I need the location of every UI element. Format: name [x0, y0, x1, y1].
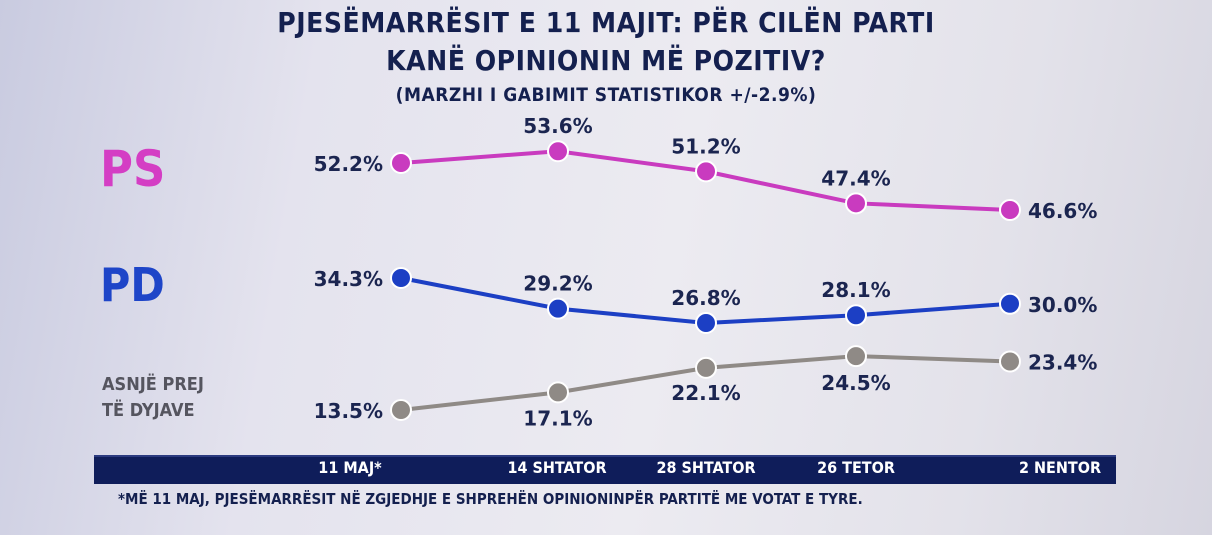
data-point [695, 356, 717, 379]
data-point [390, 152, 412, 174]
data-label: 17.1% [523, 406, 592, 430]
data-label: 28.1% [821, 278, 890, 302]
series-label-none: ASNJË PREJ TË DYJAVE [102, 372, 204, 424]
series-label-none-line2: TË DYJAVE [102, 400, 195, 421]
data-point [547, 140, 569, 163]
data-point [845, 345, 867, 368]
data-point [999, 292, 1021, 315]
data-label: 30.0% [1028, 293, 1097, 317]
data-label: 26.8% [671, 286, 740, 310]
data-label: 34.3% [314, 267, 383, 291]
data-label: 46.6% [1028, 199, 1097, 223]
series-label-pd: PD [100, 258, 165, 312]
data-label: 52.2% [314, 152, 383, 176]
data-label: 51.2% [671, 134, 740, 158]
data-point [999, 350, 1021, 373]
x-tick-label: 11 MAJ* [318, 458, 382, 477]
data-point [845, 192, 867, 215]
data-point [547, 381, 569, 404]
chart-title-line2: KANË OPINIONIN MË POZITIV? [386, 44, 826, 77]
x-axis-bar [94, 455, 1116, 484]
x-tick-label: 26 TETOR [817, 458, 895, 477]
data-point [390, 399, 412, 421]
chart-subtitle: (MARZHI I GABIMIT STATISTIKOR +/-2.9%) [395, 84, 817, 106]
data-label: 29.2% [523, 272, 592, 296]
data-label: 24.5% [821, 371, 890, 395]
data-label: 13.5% [314, 399, 383, 423]
data-point [845, 304, 867, 327]
data-point [390, 267, 412, 289]
chart-title: PJESËMARRËSIT E 11 MAJIT: PËR CILËN PART… [277, 6, 935, 39]
data-point [999, 199, 1021, 222]
data-label: 23.4% [1028, 350, 1097, 374]
data-point [695, 160, 717, 183]
series-label-none-line1: ASNJË PREJ [102, 374, 204, 395]
x-tick-label: 28 SHTATOR [656, 458, 756, 477]
x-tick-label: 2 NENTOR [1018, 458, 1102, 477]
x-tick-label: 14 SHTATOR [507, 458, 607, 477]
data-label: 47.4% [821, 166, 890, 190]
data-point [547, 297, 569, 320]
footnote: *MË 11 MAJ, PJESËMARRËSIT NË ZGJEDHJE E … [118, 490, 863, 508]
data-label: 53.6% [523, 114, 592, 138]
data-point [695, 312, 717, 334]
data-label: 22.1% [671, 381, 740, 405]
series-label-ps: PS [100, 140, 166, 198]
